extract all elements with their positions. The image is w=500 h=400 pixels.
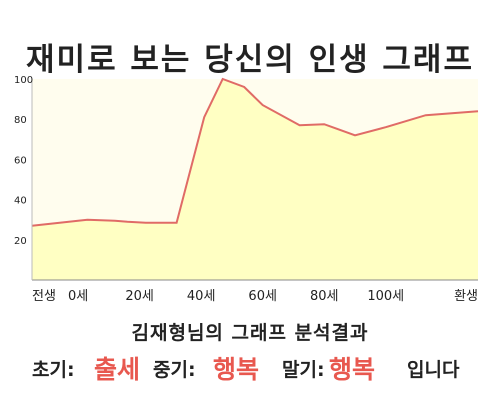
y-tick-labels: 20 40 60 80 100 <box>14 75 33 247</box>
x-tick-label: 0세 <box>68 289 88 304</box>
x-tick-labels: 전생 0세 20세 40세 60세 80세 100세 환생 <box>32 289 478 304</box>
early-value: 출세 <box>94 355 141 384</box>
analysis-subtitle: 김재형님의 그래프 분석결과 <box>131 322 369 344</box>
y-tick-label: 20 <box>14 236 27 247</box>
life-graph-chart: 20 40 60 80 100 전생 0세 20세 40세 60세 80세 100세 환생 <box>14 75 479 304</box>
closing-text: 입니다 <box>407 359 460 381</box>
x-tick-label: 20세 <box>125 289 154 304</box>
x-tick-label: 80세 <box>310 289 339 304</box>
x-tick-label: 60세 <box>248 289 277 304</box>
x-tick-label: 100세 <box>367 289 404 304</box>
chart-title: 재미로 보는 당신의 인생 그래프 <box>26 42 474 78</box>
late-label: 말기: <box>282 359 325 381</box>
x-tick-label: 환생 <box>454 289 478 304</box>
y-tick-label: 80 <box>14 115 27 126</box>
y-tick-label: 100 <box>14 75 33 86</box>
early-label: 초기: <box>32 359 75 381</box>
y-tick-label: 40 <box>14 196 27 207</box>
late-value: 행복 <box>329 355 376 384</box>
area-fill <box>32 79 478 280</box>
y-tick-label: 60 <box>14 155 27 166</box>
result-line: 초기: 출세 중기: 행복 말기: 행복 입니다 <box>0 350 500 384</box>
x-tick-label: 40세 <box>187 289 216 304</box>
series-line <box>31 77 479 227</box>
middle-value: 행복 <box>213 355 260 384</box>
middle-label: 중기: <box>153 359 196 381</box>
x-tick-label: 전생 <box>32 289 56 304</box>
